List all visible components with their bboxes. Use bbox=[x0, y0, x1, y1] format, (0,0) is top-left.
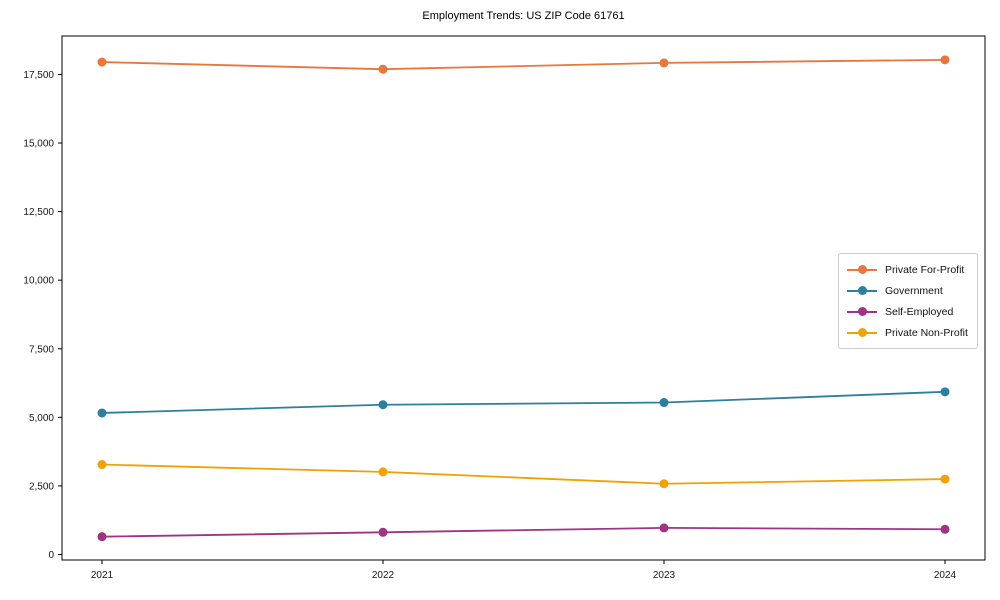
y-tick-label: 12,500 bbox=[23, 207, 54, 218]
data-point bbox=[940, 474, 950, 484]
data-point bbox=[378, 527, 388, 537]
series-line bbox=[101, 527, 946, 538]
line-marker-icon bbox=[847, 265, 877, 275]
data-point bbox=[659, 58, 669, 68]
y-tick-label: 0 bbox=[48, 550, 54, 561]
line-marker-icon bbox=[847, 307, 877, 317]
data-point bbox=[940, 524, 950, 534]
y-tick-label: 15,000 bbox=[23, 138, 54, 149]
legend-item: Government bbox=[847, 280, 969, 301]
series-line bbox=[101, 463, 946, 485]
legend-label: Private For-Profit bbox=[885, 263, 965, 276]
legend: Private For-Profit Government Self-Emplo… bbox=[838, 253, 978, 349]
y-tick-label: 7,500 bbox=[29, 344, 54, 355]
x-tick-label: 2024 bbox=[934, 570, 957, 581]
y-tick-label: 10,000 bbox=[23, 276, 54, 287]
line-marker-icon bbox=[847, 328, 877, 338]
x-tick-label: 2022 bbox=[372, 570, 395, 581]
data-point bbox=[97, 57, 107, 67]
data-point bbox=[97, 408, 107, 418]
chart-title: Employment Trends: US ZIP Code 61761 bbox=[422, 10, 625, 22]
data-point bbox=[659, 479, 669, 489]
legend-item: Private For-Profit bbox=[847, 259, 969, 280]
line-marker-icon bbox=[847, 286, 877, 296]
y-tick-label: 17,500 bbox=[23, 70, 54, 81]
plot-frame bbox=[61, 35, 986, 561]
legend-label: Self-Employed bbox=[885, 305, 954, 318]
x-tick-label: 2021 bbox=[91, 570, 114, 581]
data-point bbox=[378, 64, 388, 74]
data-point bbox=[97, 460, 107, 470]
y-tick-label: 5,000 bbox=[29, 413, 54, 424]
data-point bbox=[940, 387, 950, 397]
legend-label: Private Non-Profit bbox=[885, 326, 968, 339]
series-line bbox=[101, 390, 946, 414]
series-line bbox=[101, 58, 946, 71]
data-point bbox=[378, 467, 388, 477]
legend-item: Private Non-Profit bbox=[847, 322, 969, 343]
data-point bbox=[378, 400, 388, 410]
y-tick-label: 2,500 bbox=[29, 481, 54, 492]
data-point bbox=[659, 523, 669, 533]
legend-label: Government bbox=[885, 284, 943, 297]
data-point bbox=[97, 532, 107, 542]
legend-item: Self-Employed bbox=[847, 301, 969, 322]
x-tick-label: 2023 bbox=[653, 570, 676, 581]
data-point bbox=[940, 55, 950, 65]
data-point bbox=[659, 398, 669, 408]
